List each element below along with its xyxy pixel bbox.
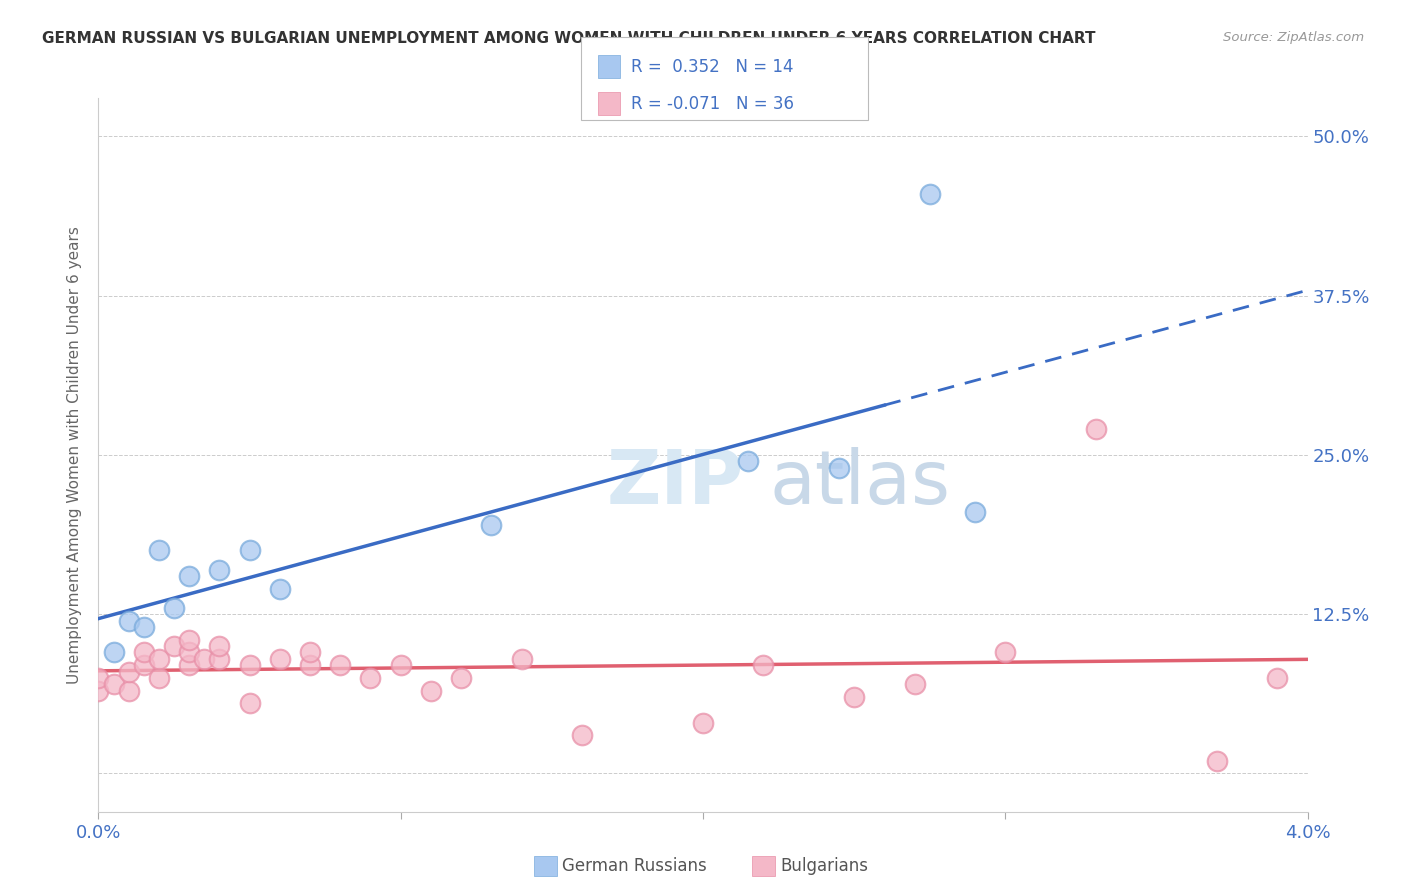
Point <box>828 460 851 475</box>
Y-axis label: Unemployment Among Women with Children Under 6 years: Unemployment Among Women with Children U… <box>67 226 83 684</box>
Point <box>510 652 533 666</box>
Text: German Russians: German Russians <box>562 857 707 875</box>
Point <box>737 454 759 468</box>
Point <box>1267 671 1289 685</box>
Point <box>269 582 291 596</box>
Text: GERMAN RUSSIAN VS BULGARIAN UNEMPLOYMENT AMONG WOMEN WITH CHILDREN UNDER 6 YEARS: GERMAN RUSSIAN VS BULGARIAN UNEMPLOYMENT… <box>42 31 1095 46</box>
Point <box>87 683 110 698</box>
Point <box>118 614 141 628</box>
Point <box>239 697 262 711</box>
Point <box>103 677 125 691</box>
Text: Bulgarians: Bulgarians <box>780 857 869 875</box>
Text: R = -0.071   N = 36: R = -0.071 N = 36 <box>631 95 794 112</box>
Point <box>239 658 262 673</box>
Point <box>481 518 503 533</box>
Point <box>148 543 170 558</box>
Text: Source: ZipAtlas.com: Source: ZipAtlas.com <box>1223 31 1364 45</box>
Point <box>420 683 443 698</box>
Point <box>132 658 155 673</box>
Point <box>208 639 231 653</box>
Point <box>299 658 322 673</box>
Point <box>360 671 382 685</box>
Point <box>1206 754 1229 768</box>
Point <box>179 645 201 659</box>
Point <box>118 683 141 698</box>
Text: atlas: atlas <box>769 447 950 520</box>
Point <box>132 645 155 659</box>
Point <box>450 671 472 685</box>
Point <box>193 652 215 666</box>
Point <box>752 658 775 673</box>
Point <box>208 563 231 577</box>
Point <box>118 665 141 679</box>
Point <box>148 652 170 666</box>
Text: R =  0.352   N = 14: R = 0.352 N = 14 <box>631 58 794 76</box>
Point <box>163 639 186 653</box>
Point <box>965 505 987 519</box>
Point <box>103 645 125 659</box>
Point <box>918 186 941 201</box>
Point <box>239 543 262 558</box>
Point <box>904 677 927 691</box>
Point <box>1085 422 1108 436</box>
Point <box>299 645 322 659</box>
Point <box>571 728 593 742</box>
Point <box>208 652 231 666</box>
Point <box>148 671 170 685</box>
Point <box>692 715 714 730</box>
Point <box>179 658 201 673</box>
Point <box>179 632 201 647</box>
Point <box>87 671 110 685</box>
Point <box>163 600 186 615</box>
Text: ZIP: ZIP <box>606 447 744 520</box>
Point <box>132 620 155 634</box>
Point <box>329 658 352 673</box>
Point <box>269 652 291 666</box>
Point <box>389 658 412 673</box>
Point <box>179 569 201 583</box>
Point <box>994 645 1017 659</box>
Point <box>844 690 866 704</box>
